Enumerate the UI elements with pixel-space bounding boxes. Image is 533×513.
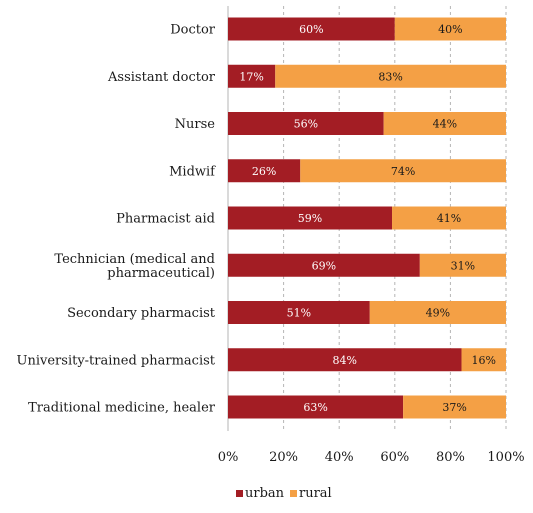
x-tick-label: 0% [218, 450, 239, 465]
x-tick-label: 100% [487, 450, 524, 465]
x-tick-label: 20% [269, 450, 298, 465]
data-label-urban: 84% [333, 354, 357, 367]
x-tick-label: 80% [436, 450, 465, 465]
category-label: Midwif [169, 164, 216, 179]
bar-rural [461, 348, 506, 372]
bar-rural [300, 159, 506, 183]
category-label: Traditional medicine, healer [28, 401, 216, 416]
data-label-urban: 17% [239, 70, 263, 83]
data-label-urban: 51% [287, 307, 311, 320]
x-tick-label: 40% [325, 450, 354, 465]
data-label-rural: 16% [472, 354, 496, 367]
data-label-rural: 40% [438, 23, 462, 36]
data-label-rural: 49% [426, 307, 450, 320]
category-label: University-trained pharmacist [17, 353, 216, 368]
data-label-rural: 31% [451, 259, 475, 272]
bars: 60% 40% 17% 83% 56% 44% 26% 74% 59% 41% 69% 31% 51% 4… [228, 17, 506, 419]
category-label: Doctor [170, 23, 216, 38]
bar-rural [369, 301, 506, 324]
bar-urban [228, 301, 370, 324]
data-label-urban: 69% [312, 259, 336, 272]
legend-label-rural: rural [299, 486, 332, 501]
bar-rural [392, 206, 506, 230]
bar-urban [228, 112, 384, 135]
category-label: Technician (medical and pharmaceutical) [54, 252, 215, 281]
data-label-urban: 56% [294, 118, 318, 131]
legend-label-urban: urban [245, 486, 285, 501]
category-label: Secondary pharmacist [67, 306, 216, 321]
legend-swatch-urban [236, 490, 243, 497]
data-label-urban: 59% [298, 212, 322, 225]
data-label-rural: 44% [433, 118, 457, 131]
x-tick-label: 60% [380, 450, 409, 465]
bar-rural [419, 253, 506, 277]
bar-urban [228, 253, 420, 277]
bar-urban [228, 206, 393, 230]
category-label: Pharmacist aid [116, 212, 215, 227]
bar-urban [228, 64, 276, 88]
bar-urban [228, 395, 404, 419]
data-label-rural: 41% [437, 212, 461, 225]
bar-rural [383, 112, 506, 135]
legend: urban rural [236, 486, 332, 501]
data-label-rural: 74% [391, 165, 415, 178]
bar-rural [394, 17, 506, 41]
data-label-rural: 37% [442, 401, 466, 414]
category-label: Assistant doctor [107, 70, 216, 85]
legend-swatch-rural [290, 490, 297, 497]
data-label-urban: 60% [299, 23, 323, 36]
category-labels: Doctor Assistant doctor Nurse Midwif Pharmac… [17, 23, 217, 416]
bar-urban [228, 159, 301, 183]
data-label-urban: 26% [252, 165, 276, 178]
data-label-rural: 83% [378, 70, 402, 83]
category-label: Nurse [175, 117, 216, 132]
bar-rural [403, 395, 506, 419]
data-label-urban: 63% [303, 401, 327, 414]
bar-rural [275, 64, 506, 88]
bar-urban [228, 17, 395, 41]
x-axis-ticks: 0% 20% 40% 60% 80% 100% [218, 450, 525, 465]
bar-urban [228, 348, 462, 372]
